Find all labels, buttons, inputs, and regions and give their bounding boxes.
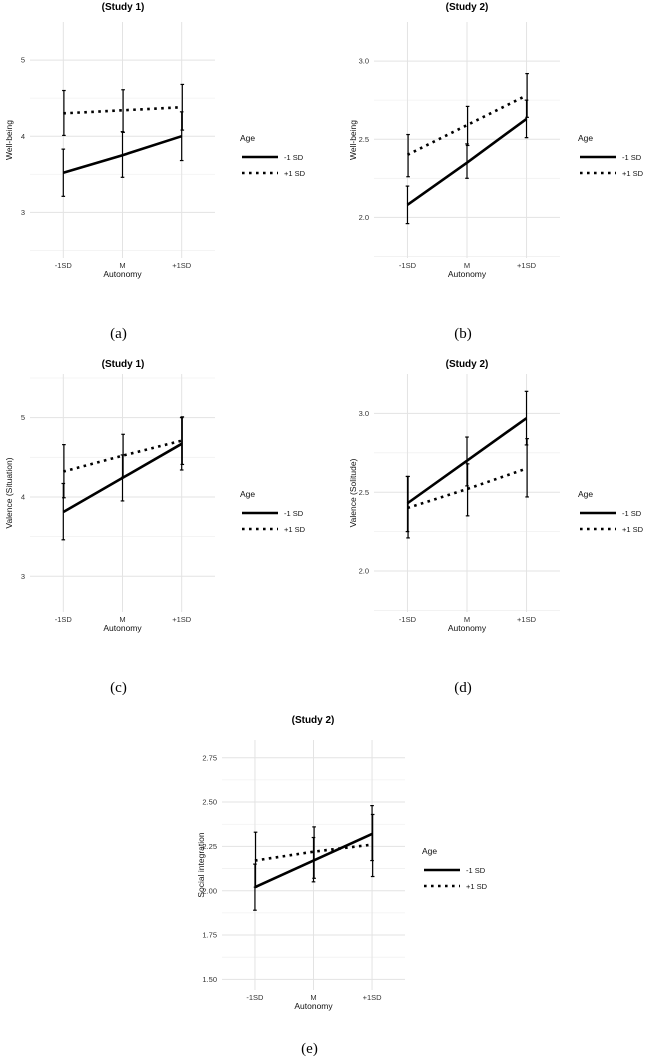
series-line (406, 117, 528, 206)
series-line (62, 134, 183, 174)
series-plus-1sd (406, 72, 529, 178)
y-tick-label: 4 (21, 493, 25, 502)
series-plus-1sd (406, 438, 529, 539)
legend-title: Age (422, 846, 437, 856)
x-tick-label: M (119, 261, 125, 270)
legend-label: -1 SD (622, 153, 642, 162)
legend-title: Age (240, 133, 255, 143)
x-axis-title: Autonomy (103, 623, 142, 633)
panel-b: 2.0 2.5 3.0 -1SD M +1SD Autonomy Well-being (Stu… (348, 2, 644, 342)
y-axis-title: Valence (Situation) (4, 457, 14, 528)
x-tick-label: -1SD (55, 261, 73, 270)
panel-caption: (d) (454, 680, 472, 696)
panel-title: (Study 2) (292, 715, 335, 726)
legend-label: -1 SD (284, 509, 304, 518)
x-tick-label: M (464, 261, 470, 270)
series-line (406, 94, 528, 157)
x-tick-label: M (310, 993, 316, 1002)
y-tick-label: 5 (21, 56, 25, 65)
y-tick-label: 2.00 (202, 886, 217, 895)
legend-label: -1 SD (284, 153, 304, 162)
panel-c: 3 4 5 -1SD M +1SD Autonomy Valence (Situation) (… (4, 359, 306, 696)
series-plus-1sd (62, 83, 185, 137)
y-tick-label: 5 (21, 413, 25, 422)
y-tick-label: 3 (21, 208, 25, 217)
series-line (62, 442, 183, 514)
panel-a: 3 4 5 -1SD M +1SD Autonomy Well-being (Study 1) (… (4, 2, 306, 342)
panel-title: (Study 2) (446, 359, 489, 370)
legend-label: +1 SD (466, 882, 488, 891)
legend-label: +1 SD (622, 169, 644, 178)
y-tick-label: 1.50 (202, 975, 217, 984)
series-line (63, 105, 182, 115)
y-tick-label: 1.75 (202, 931, 217, 940)
x-tick-label: +1SD (517, 615, 537, 624)
legend-label: +1 SD (622, 525, 644, 534)
legend: Age -1 SD +1 SD (422, 846, 488, 891)
panel-caption: (b) (454, 326, 472, 342)
y-axis-title: Well-being (4, 120, 14, 160)
y-axis-title: Valence (Solitude) (348, 458, 358, 527)
x-axis-title: Autonomy (448, 269, 487, 279)
legend-label: -1 SD (466, 866, 486, 875)
x-tick-label: M (464, 615, 470, 624)
x-tick-label: -1SD (399, 615, 417, 624)
y-tick-label: 2.25 (202, 842, 217, 851)
y-tick-label: 2.0 (359, 567, 369, 576)
x-axis-title: Autonomy (103, 269, 142, 279)
y-axis-title: Social integration (196, 832, 206, 897)
y-tick-label: 3.0 (359, 409, 369, 418)
series-minus-1sd (61, 111, 184, 197)
y-axis-title: Well-being (348, 120, 358, 160)
y-tick-label: 3 (21, 572, 25, 581)
legend-label: +1 SD (284, 525, 306, 534)
panel-e: 1.50 1.75 2.00 2.25 2.50 2.75 -1SD M +1SD Autonom… (196, 715, 488, 1057)
legend-label: +1 SD (284, 169, 306, 178)
series-plus-1sd (253, 813, 375, 888)
panel-title: (Study 1) (102, 2, 145, 13)
series-line (254, 843, 373, 862)
panel-caption: (c) (110, 680, 127, 696)
legend: Age -1 SD +1 SD (578, 489, 644, 534)
y-tick-label: 2.75 (202, 753, 217, 762)
x-tick-label: -1SD (246, 993, 264, 1002)
legend: Age -1 SD +1 SD (578, 133, 644, 178)
panel-title: (Study 2) (446, 2, 489, 13)
x-tick-label: -1SD (399, 261, 417, 270)
panel-title: (Study 1) (102, 359, 145, 370)
x-tick-label: M (119, 615, 125, 624)
x-axis-title: Autonomy (294, 1001, 333, 1011)
x-tick-label: +1SD (517, 261, 537, 270)
y-tick-label: 3.0 (359, 57, 369, 66)
x-tick-label: -1SD (55, 615, 73, 624)
y-tick-label: 4 (21, 132, 25, 141)
y-tick-label: 2.50 (202, 798, 217, 807)
legend-title: Age (578, 489, 593, 499)
series-line (406, 417, 528, 505)
x-axis-title: Autonomy (448, 623, 487, 633)
y-tick-label: 2.5 (359, 135, 369, 144)
legend-title: Age (578, 133, 593, 143)
legend-label: -1 SD (622, 509, 642, 518)
y-tick-label: 2.0 (359, 213, 369, 222)
x-tick-label: +1SD (172, 261, 192, 270)
series-plus-1sd (62, 416, 185, 499)
panel-caption: (a) (110, 326, 127, 342)
x-tick-label: +1SD (172, 615, 192, 624)
y-tick-label: 2.5 (359, 488, 369, 497)
x-tick-label: +1SD (363, 993, 383, 1002)
legend-title: Age (240, 489, 255, 499)
panel-d: 2.0 2.5 3.0 -1SD M +1SD Autonomy Valence (Solit… (348, 359, 644, 696)
panel-caption: (e) (301, 1041, 318, 1057)
legend: Age -1 SD +1 SD (240, 489, 306, 534)
legend: Age -1 SD +1 SD (240, 133, 306, 178)
